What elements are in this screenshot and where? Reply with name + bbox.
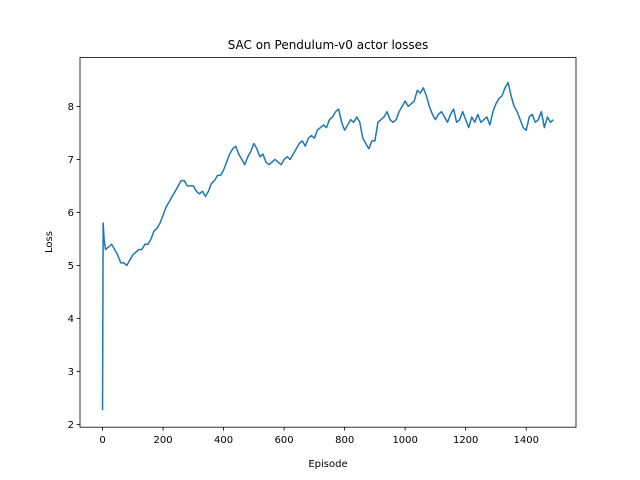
chart-title: SAC on Pendulum-v0 actor losses [228,38,429,52]
x-tick-label: 400 [214,435,233,446]
x-tick-label: 1200 [453,435,478,446]
x-axis-label: Episode [308,459,347,470]
y-axis-label: Loss [44,231,55,253]
y-tick-label: 4 [68,314,74,325]
x-tick-label: 600 [275,435,294,446]
x-tick-label: 800 [335,435,354,446]
y-tick-label: 5 [68,261,74,272]
y-tick-label: 7 [68,155,74,166]
y-tick-label: 2 [68,420,74,431]
y-tick-label: 6 [68,208,74,219]
data-line [101,81,554,411]
x-tick-label: 1000 [392,435,417,446]
axes-frame [79,57,577,428]
y-tick-label: 8 [68,102,74,113]
x-tick-label: 0 [99,435,105,446]
x-tick-label: 200 [154,435,173,446]
y-tick-label: 3 [68,367,74,378]
x-tick-label: 1400 [513,435,538,446]
